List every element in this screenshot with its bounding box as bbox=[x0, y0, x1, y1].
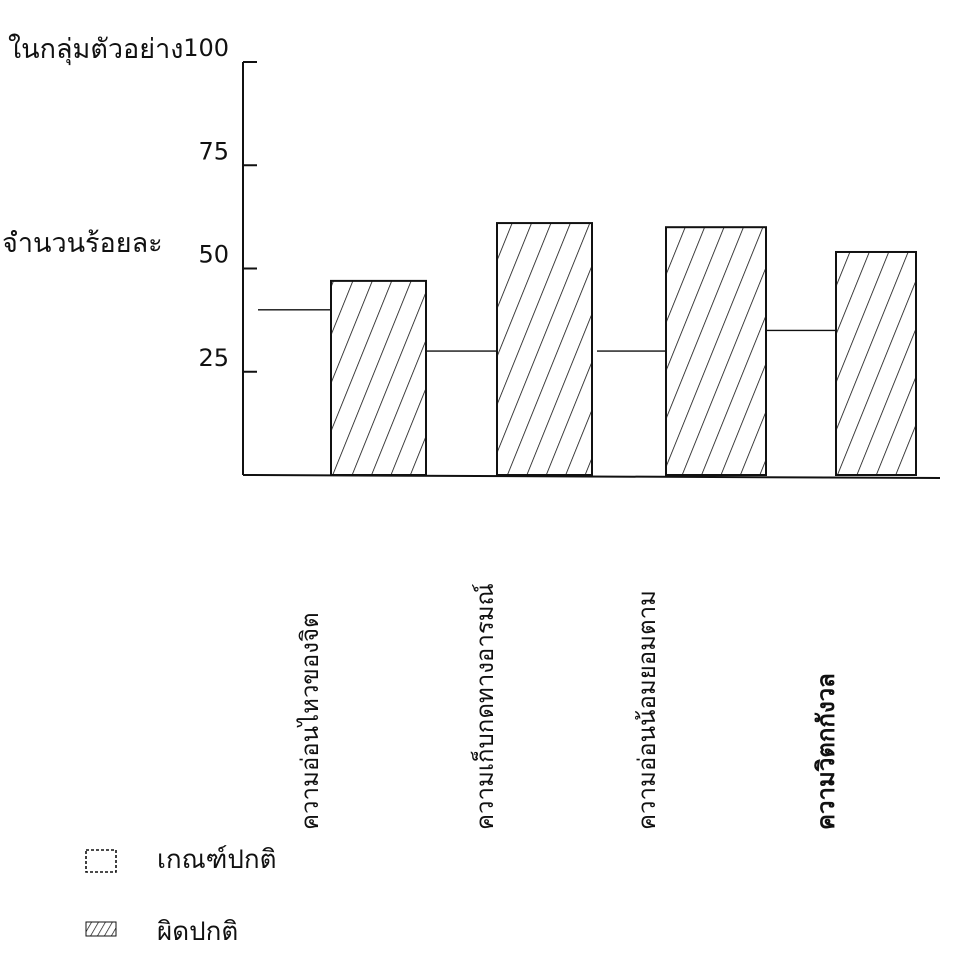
x-category-label: ความเก็บกดทางอารมณ์ bbox=[470, 583, 499, 830]
y-axis-title-line-1: ในกลุ่มตัวอย่าง bbox=[8, 33, 183, 66]
series-normal-lines bbox=[258, 309, 836, 352]
y-tick-label: 100 bbox=[183, 34, 229, 62]
x-category-label: ความวิตกกังวล bbox=[812, 673, 840, 830]
y-tick-label: 75 bbox=[198, 137, 229, 165]
legend-swatch-normal bbox=[85, 849, 117, 873]
legend: เกณฑ์ปกติ ผิดปกติ bbox=[85, 845, 276, 947]
y-tick-label: 25 bbox=[198, 344, 229, 372]
abnormal-bar bbox=[835, 250, 917, 476]
y-axis-title-line-2: จำนวนร้อยละ bbox=[2, 228, 163, 259]
abnormal-bar bbox=[330, 279, 427, 477]
abnormal-bar bbox=[496, 222, 593, 476]
x-category-label: ความอ่อนน้อมยอมตาม bbox=[633, 590, 661, 830]
legend-swatch-abnormal bbox=[85, 921, 117, 937]
y-tick-label: 50 bbox=[198, 241, 229, 269]
x-category-label: ความอ่อนไหวของจิต bbox=[296, 612, 324, 830]
legend-label-abnormal: ผิดปกติ bbox=[157, 917, 238, 947]
abnormal-bar bbox=[665, 226, 767, 476]
x-axis-category-labels: ความอ่อนไหวของจิต ความเก็บกดทางอารมณ์ ความ… bbox=[296, 583, 840, 830]
y-axis-ticks: 25 50 75 100 bbox=[183, 34, 257, 373]
series-abnormal-bars bbox=[330, 222, 917, 477]
legend-label-normal: เกณฑ์ปกติ bbox=[157, 845, 276, 875]
